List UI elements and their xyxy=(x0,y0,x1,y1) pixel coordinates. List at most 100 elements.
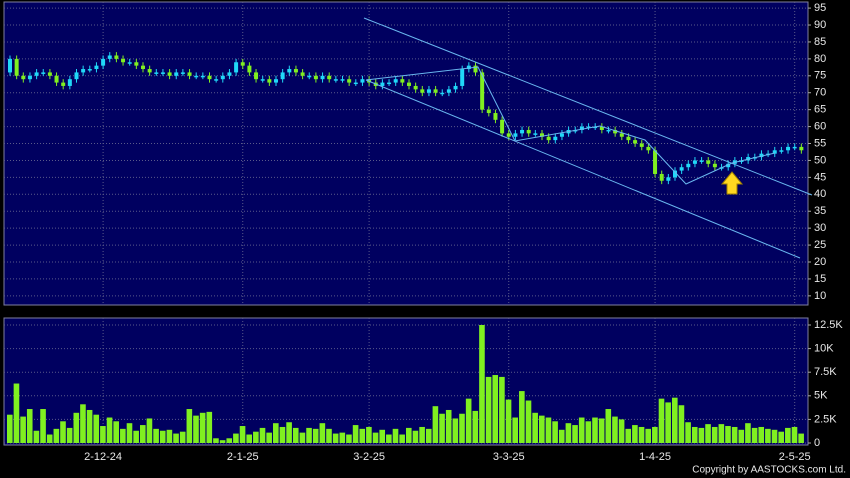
candle-body xyxy=(101,58,106,66)
candle-body xyxy=(127,62,132,64)
y-tick-label: 5K xyxy=(814,390,828,402)
price-panel xyxy=(3,1,809,306)
candle-body xyxy=(712,163,717,168)
copyright: Copyright by AASTOCKS.com Ltd. xyxy=(692,465,846,476)
candle-body xyxy=(194,75,199,78)
volume-bar xyxy=(273,423,279,444)
volume-bar xyxy=(186,409,193,444)
candle-body xyxy=(121,58,126,63)
candle-body xyxy=(14,58,19,76)
candle-body xyxy=(134,62,139,66)
volume-bar xyxy=(206,411,213,444)
candle-body xyxy=(400,79,405,83)
volume-bar xyxy=(618,419,625,444)
volume-bar xyxy=(472,410,479,444)
y-tick-label: 7.5K xyxy=(814,366,837,378)
volume-bar xyxy=(691,426,698,444)
candle-body xyxy=(420,89,425,93)
candle-body xyxy=(8,58,12,73)
volume-bar xyxy=(33,430,40,444)
candle-body xyxy=(559,133,564,137)
volume-bar xyxy=(419,426,425,444)
y-tick-label: 60 xyxy=(814,120,826,132)
volume-bar xyxy=(366,426,372,444)
candle-body xyxy=(34,72,39,76)
volume-bar xyxy=(578,417,585,444)
volume-bar xyxy=(672,397,678,444)
volume-bar xyxy=(572,425,578,444)
volume-bar xyxy=(379,429,385,444)
y-tick-label: 95 xyxy=(814,2,826,14)
volume-bar xyxy=(179,431,186,444)
volume-bar xyxy=(219,440,226,444)
volume-bar xyxy=(445,409,452,444)
candle-body xyxy=(54,75,59,83)
volume-bar xyxy=(226,438,233,444)
candle-body xyxy=(440,92,445,95)
volume-bar xyxy=(153,428,159,444)
volume-bar xyxy=(233,433,239,444)
channel-upper xyxy=(363,17,813,196)
volume-bar xyxy=(60,421,66,444)
candle-body xyxy=(114,55,119,59)
volume-bar xyxy=(612,416,618,444)
y-tick-label: 75 xyxy=(814,70,826,82)
volume-bar xyxy=(193,415,199,444)
candle-body xyxy=(280,72,285,80)
volume-bar xyxy=(558,429,565,444)
candle-body xyxy=(214,79,219,81)
candle-body xyxy=(426,89,431,93)
candle-body xyxy=(786,146,791,151)
candle-body xyxy=(699,160,704,162)
volume-bar xyxy=(771,429,778,444)
volume-bar xyxy=(525,400,532,444)
volume-bar xyxy=(326,428,332,444)
volume-bar xyxy=(253,431,259,444)
volume-bar xyxy=(798,433,804,444)
volume-bar xyxy=(259,427,266,444)
candle-body xyxy=(606,129,611,132)
candle-body xyxy=(254,72,259,80)
candle-body xyxy=(653,150,658,174)
x-tick-label: 2-1-25 xyxy=(227,451,259,463)
candle-body xyxy=(141,65,145,70)
candle-body xyxy=(613,129,618,134)
x-tick-label: 2-5-25 xyxy=(779,451,811,463)
volume-bar xyxy=(319,423,326,444)
plot-layers: 10 15 20 25 30 35 40 45 50 55 60 65 70 75 80 85 90 95 0 2.5… xyxy=(4,2,843,463)
candle-body xyxy=(726,163,731,168)
volume-bar xyxy=(46,434,53,444)
candle-body xyxy=(147,69,152,73)
candle-body xyxy=(526,129,531,134)
y-tick-label: 45 xyxy=(814,171,826,183)
candle-body xyxy=(347,79,352,83)
y-tick-label: 80 xyxy=(814,53,826,65)
volume-bar xyxy=(425,428,432,444)
volume-bar xyxy=(239,426,246,444)
candle-body xyxy=(679,167,684,171)
volume-bar xyxy=(685,422,691,444)
candle-body xyxy=(759,153,764,158)
candle-body xyxy=(387,82,392,85)
candle-body xyxy=(779,150,784,152)
volume-bar xyxy=(7,414,13,444)
y-tick-label: 10 xyxy=(814,290,826,302)
candle-body xyxy=(307,75,312,78)
candle-body xyxy=(267,79,272,83)
candle-body xyxy=(21,75,26,80)
candle-body xyxy=(107,55,112,59)
volume-bar xyxy=(765,428,771,444)
volume-bar xyxy=(751,427,758,444)
candle-body xyxy=(61,82,66,86)
volume-bar xyxy=(106,417,113,444)
candle-body xyxy=(692,160,697,164)
candle-body xyxy=(493,113,498,120)
candle-body xyxy=(340,79,345,81)
candle-body xyxy=(673,170,677,178)
candle-body xyxy=(393,79,398,83)
volume-bar xyxy=(173,433,179,444)
volume-bar xyxy=(246,434,252,444)
candle-body xyxy=(633,140,638,144)
volume-bar xyxy=(778,431,784,444)
volume-bar xyxy=(745,423,751,444)
